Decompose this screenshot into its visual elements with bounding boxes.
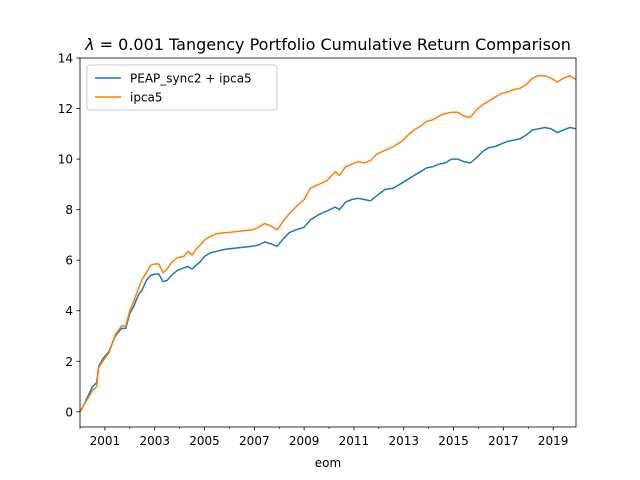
axes-layer: 0 2 4 6 8 10 12 14 2001 2003 2005 2007 2009 2011 2013 2… [58,52,577,448]
x-tick-label: 2017 [488,434,519,448]
y-tick-label: 0 [65,405,73,419]
axes-frame [79,57,577,428]
legend: PEAP_sync2 + ipca5 ipca5 [86,64,278,111]
y-tick-label: 12 [58,102,73,116]
y-tick-label: 6 [65,254,73,268]
x-tick-label: 2005 [189,434,220,448]
series-line-1 [79,126,577,413]
x-tick-label: 2003 [139,434,170,448]
x-tick-label: 2001 [90,434,121,448]
x-tick-label: 2009 [289,434,320,448]
x-tick-label: 2013 [388,434,419,448]
x-tick-label: 2015 [438,434,469,448]
y-tick-label: 8 [65,203,73,217]
legend-box [86,64,278,111]
chart-title-lambda: λ [84,35,94,54]
plot-area [80,58,576,427]
legend-label-2: ipca5 [130,91,163,105]
legend-label-1: PEAP_sync2 + ipca5 [130,72,252,86]
series-layer [79,74,577,413]
x-tick-label: 2019 [538,434,569,448]
chart-title-text: = 0.001 Tangency Portfolio Cumulative Re… [95,35,571,54]
chart-title: λ = 0.001 Tangency Portfolio Cumulative … [84,35,571,54]
x-tick-label: 2011 [339,434,370,448]
plot-background [80,58,576,427]
series-line-2 [79,74,577,413]
y-tick-label: 14 [58,52,73,66]
y-tick-label: 4 [65,304,73,318]
y-tick-label: 2 [65,355,73,369]
x-axis-label: eom [315,456,341,470]
x-tick-label: 2007 [239,434,270,448]
y-tick-label: 10 [58,153,73,167]
